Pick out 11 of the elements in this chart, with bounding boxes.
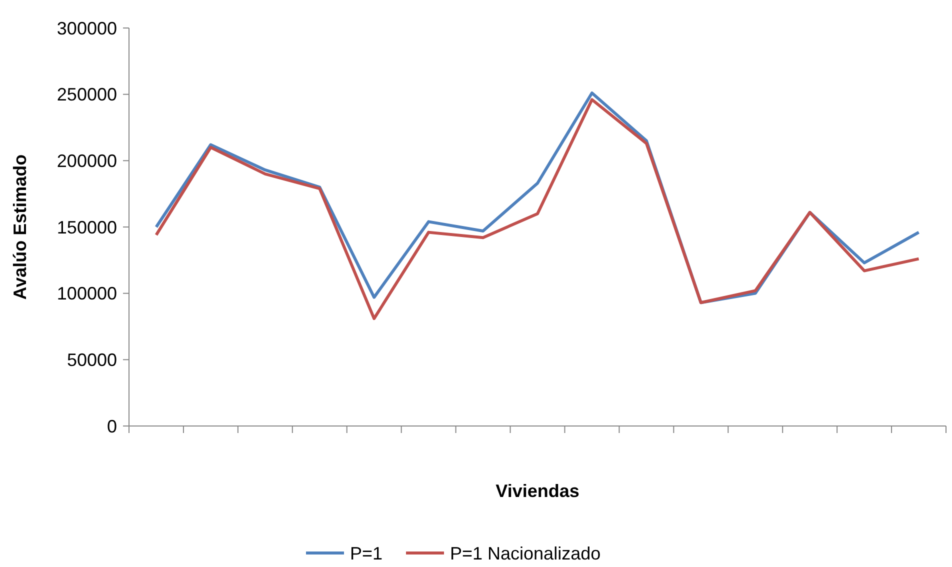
x-axis-title: Viviendas [496, 481, 580, 501]
y-tick-label: 250000 [56, 84, 117, 105]
y-tick-label: 300000 [56, 18, 117, 38]
legend-label: P=1 Nacionalizado [450, 543, 601, 564]
y-tick-label: 100000 [56, 284, 117, 304]
y-axis-title: Avalúo Estimado [10, 154, 30, 300]
y-tick-label: 150000 [56, 217, 117, 238]
legend-label: P=1 [350, 543, 383, 564]
y-tick-label: 200000 [56, 150, 117, 171]
y-tick-label: 50000 [66, 350, 117, 370]
y-tick-label: 0 [106, 416, 117, 436]
